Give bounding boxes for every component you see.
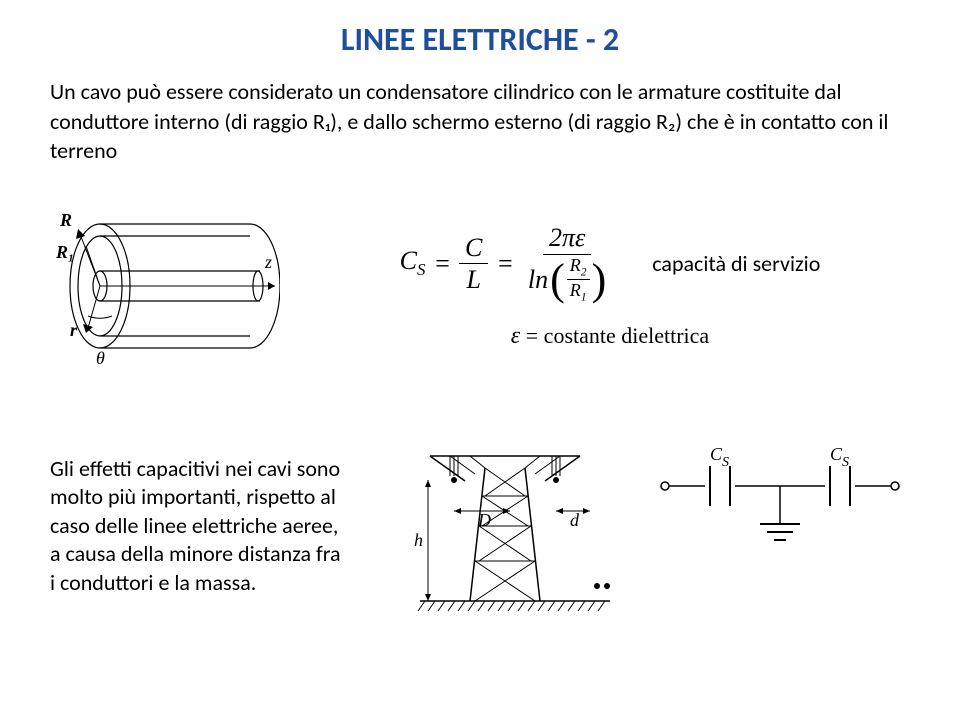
cylinder-diagram: R R₁ z r θ xyxy=(50,186,280,386)
page-title: LINEE ELETTRICHE - 2 xyxy=(50,20,910,59)
bottom-paragraph: Gli effetti capacitivi nei cavi sono mol… xyxy=(50,455,350,598)
label-d: d xyxy=(570,510,580,530)
label-D: D xyxy=(477,510,491,530)
capacity-label: capacità di servizio xyxy=(652,250,820,277)
label-h: h xyxy=(414,530,423,550)
label-theta: θ xyxy=(96,348,105,368)
capacity-formula: CS = C L = 2πε ln ( R2 R1 xyxy=(400,222,613,304)
formula-block: CS = C L = 2πε ln ( R2 R1 xyxy=(310,222,910,349)
cap2-label: CS xyxy=(830,446,849,470)
pylon-diagram: h D d xyxy=(380,426,620,626)
label-R: R xyxy=(59,210,72,230)
label-r: r xyxy=(70,320,78,340)
bottom-row: Gli effetti capacitivi nei cavi sono mol… xyxy=(50,426,910,626)
circuit-diagram: CS CS xyxy=(650,446,910,606)
cap1-label: CS xyxy=(710,446,729,470)
intro-paragraph: Un cavo può essere considerato un conden… xyxy=(50,77,910,166)
label-z: z xyxy=(264,252,272,272)
epsilon-definition: ε = costante dielettrica xyxy=(511,323,709,350)
label-R1: R₁ xyxy=(55,242,74,262)
middle-row: R R₁ z r θ CS = C L = 2πε ln ( xyxy=(50,186,910,386)
